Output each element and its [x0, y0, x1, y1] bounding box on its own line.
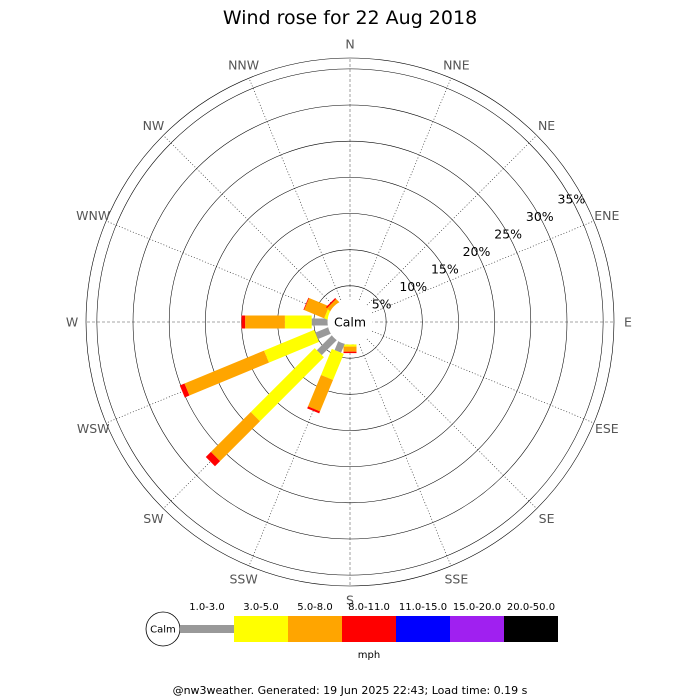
direction-label-n: N [345, 37, 354, 52]
legend-bin-5-0-8-0 [288, 616, 342, 642]
direction-label-e: E [624, 315, 632, 330]
spoke-wnw [105, 220, 351, 323]
calm-circle [327, 299, 373, 345]
petal-wsw-5-0-8-0 [184, 350, 269, 396]
radial-label-30: 30% [526, 209, 554, 224]
legend-unit: mph [358, 650, 380, 661]
legend-label-11-0-15-0: 11.0-15.0 [399, 602, 447, 613]
spoke-sw [163, 321, 351, 509]
spoke-nnw [248, 77, 351, 323]
petal-wsw-8-0-11-0 [179, 383, 190, 398]
spoke-ne [349, 135, 537, 323]
petal-wnw-5-0-8-0 [304, 298, 330, 319]
ring-20 [205, 177, 495, 467]
direction-label-ese: ESE [595, 421, 619, 436]
direction-label-sse: SSE [444, 571, 468, 586]
direction-label-ssw: SSW [229, 571, 257, 586]
legend-bin-8-0-11-0 [342, 616, 396, 642]
radial-label-20: 20% [463, 244, 491, 259]
direction-label-sw: SW [143, 511, 163, 526]
legend-label-1-0-3-0: 1.0-3.0 [189, 602, 224, 613]
spoke-se [349, 321, 537, 509]
direction-label-nne: NNE [443, 58, 470, 73]
legend-label-20-0-50-0: 20.0-50.0 [507, 602, 555, 613]
chart-title: Wind rose for 22 Aug 2018 [223, 7, 477, 29]
direction-label-nw: NW [143, 118, 165, 133]
direction-label-se: SE [539, 511, 555, 526]
direction-label-wnw: WNW [76, 208, 110, 223]
calm-label: Calm [334, 315, 366, 330]
ring-25 [168, 140, 532, 504]
legend-calm-label: Calm [150, 625, 176, 636]
legend-bin-20-0-50-0 [504, 616, 558, 642]
radial-label-35: 35% [558, 191, 586, 206]
spoke-ssw [248, 321, 351, 567]
legend-bin-1-0-3-0 [180, 625, 234, 633]
radial-label-10: 10% [399, 279, 427, 294]
ring-35 [96, 68, 604, 576]
direction-label-s: S [346, 593, 354, 608]
spoke-ese [349, 321, 595, 424]
petal-sw-8-0-11-0 [205, 451, 221, 467]
direction-label-ne: NE [538, 118, 555, 133]
legend-label-3-0-5-0: 3.0-5.0 [243, 602, 278, 613]
petal-sw-3-0-5-0 [250, 348, 324, 422]
petal-ssw-8-0-11-0 [307, 406, 321, 414]
direction-label-nnw: NNW [228, 58, 259, 73]
spoke-nne [349, 77, 452, 323]
petal-sw-5-0-8-0 [210, 412, 260, 462]
direction-label-w: W [66, 315, 78, 330]
legend-label-5-0-8-0: 5.0-8.0 [297, 602, 332, 613]
footer-text: @nw3weather. Generated: 19 Jun 2025 22:4… [173, 684, 528, 697]
petal-ssw-3-0-5-0 [321, 348, 344, 380]
legend-label-15-0-20-0: 15.0-20.0 [453, 602, 501, 613]
legend-bin-3-0-5-0 [234, 616, 288, 642]
direction-label-wsw: WSW [77, 421, 110, 436]
legend-bin-11-0-15-0 [396, 616, 450, 642]
petal-wsw-3-0-5-0 [263, 329, 320, 363]
radial-label-15: 15% [431, 261, 459, 276]
petal-nw-8-0-11-0 [325, 297, 337, 309]
legend-bin-15-0-20-0 [450, 616, 504, 642]
petal-ssw-5-0-8-0 [308, 374, 334, 412]
spoke-nw [163, 135, 351, 323]
legend-label-8-0-11-0: 8.0-11.0 [348, 602, 390, 613]
direction-label-ene: ENE [594, 208, 619, 223]
spoke-sse [349, 321, 452, 567]
ring-30 [132, 104, 568, 540]
spoke-ene [349, 220, 595, 323]
outer-ring [85, 57, 615, 587]
radial-label-5: 5% [372, 296, 392, 311]
radial-label-25: 25% [494, 226, 522, 241]
